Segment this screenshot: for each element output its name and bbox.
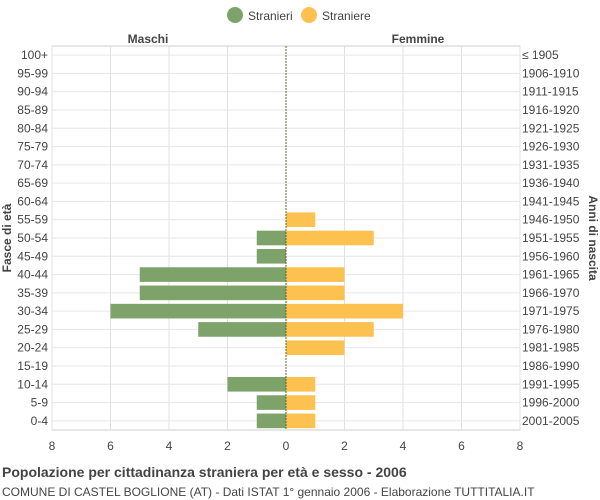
- birth-year-label: 1906-1910: [522, 66, 580, 80]
- age-group-label: 75-79: [17, 140, 48, 154]
- x-tick-label: 2: [224, 439, 231, 453]
- bar-stranieri: [227, 376, 286, 392]
- age-group-label: 50-54: [17, 231, 48, 245]
- age-group-label: 100+: [21, 48, 48, 62]
- bar-straniere: [286, 267, 345, 282]
- age-group-label: 65-69: [17, 176, 48, 190]
- age-group-label: 20-24: [17, 341, 48, 355]
- birth-year-label: 1921-1925: [522, 121, 580, 135]
- age-group-label: 80-84: [17, 121, 48, 135]
- plot-area: 8 6 4 2 0 2 4 6 8 100+ ≤ 1905 95-99 1906-1910 90-94 19…: [17, 45, 580, 453]
- age-group-label: 25-29: [17, 322, 48, 336]
- legend-label-straniere: Straniere: [322, 9, 371, 23]
- age-group-label: 95-99: [17, 66, 48, 80]
- age-group-label: 85-89: [17, 103, 48, 117]
- bar-straniere: [286, 395, 316, 410]
- x-tick-label: 6: [458, 439, 465, 453]
- x-tick-label: 0: [283, 439, 290, 453]
- bar-stranieri: [110, 303, 286, 319]
- x-tick-label: 8: [49, 439, 56, 453]
- birth-year-label: ≤ 1905: [522, 48, 559, 62]
- bar-stranieri: [256, 248, 286, 264]
- birth-year-label: 1981-1985: [522, 341, 580, 355]
- bar-straniere: [286, 376, 316, 392]
- legend-swatch-straniere: [301, 7, 317, 23]
- bar-stranieri: [256, 413, 286, 429]
- age-group-label: 10-14: [17, 377, 48, 391]
- birth-year-label: 1936-1940: [522, 176, 580, 190]
- y-axis-label-right: Anni di nascita: [586, 195, 600, 281]
- birth-year-label: 1941-1945: [522, 194, 580, 208]
- birth-year-label: 1926-1930: [522, 140, 580, 154]
- bar-stranieri: [256, 395, 286, 410]
- age-group-label: 90-94: [17, 85, 48, 99]
- bar-stranieri: [198, 322, 286, 337]
- age-group-label: 35-39: [17, 286, 48, 300]
- birth-year-label: 2001-2005: [522, 414, 580, 428]
- bar-straniere: [286, 303, 403, 319]
- chart-subtitle: COMUNE DI CASTEL BOGLIONE (AT) - Dati IS…: [2, 485, 535, 499]
- birth-year-label: 1966-1970: [522, 286, 580, 300]
- bar-straniere: [286, 413, 316, 429]
- birth-year-label: 1971-1975: [522, 304, 580, 318]
- birth-year-label: 1986-1990: [522, 359, 580, 373]
- side-label-femmine: Femmine: [392, 32, 445, 46]
- age-group-label: 15-19: [17, 359, 48, 373]
- x-tick-label: 6: [107, 439, 114, 453]
- birth-year-label: 1931-1935: [522, 158, 580, 172]
- side-label-maschi: Maschi: [128, 32, 169, 46]
- legend-label-stranieri: Stranieri: [248, 9, 293, 23]
- bar-straniere: [286, 230, 374, 246]
- age-group-label: 45-49: [17, 249, 48, 263]
- birth-year-label: 1916-1920: [522, 103, 580, 117]
- population-pyramid-chart: Stranieri Straniere Maschi Femmine Fasce…: [0, 7, 600, 453]
- bar-stranieri: [139, 267, 286, 282]
- age-group-label: 0-4: [31, 414, 49, 428]
- birth-year-label: 1961-1965: [522, 268, 580, 282]
- bar-straniere: [286, 212, 316, 228]
- birth-year-label: 1951-1955: [522, 231, 580, 245]
- y-axis-label-left: Fasce di età: [0, 203, 14, 272]
- age-group-label: 30-34: [17, 304, 48, 318]
- x-tick-label: 8: [517, 439, 524, 453]
- birth-year-label: 1946-1950: [522, 213, 580, 227]
- bar-stranieri: [256, 230, 286, 246]
- age-group-label: 40-44: [17, 268, 48, 282]
- age-group-label: 55-59: [17, 213, 48, 227]
- birth-year-label: 1991-1995: [522, 377, 580, 391]
- chart-title: Popolazione per cittadinanza straniera p…: [2, 464, 407, 480]
- age-group-label: 70-74: [17, 158, 48, 172]
- bar-straniere: [286, 340, 345, 356]
- x-tick-label: 4: [400, 439, 407, 453]
- birth-year-label: 1976-1980: [522, 322, 580, 336]
- legend: Stranieri Straniere: [227, 7, 371, 23]
- birth-year-label: 1996-2000: [522, 396, 580, 410]
- x-tick-label: 4: [166, 439, 173, 453]
- age-group-label: 60-64: [17, 194, 48, 208]
- birth-year-label: 1956-1960: [522, 249, 580, 263]
- bar-straniere: [286, 322, 374, 337]
- bar-stranieri: [139, 285, 286, 301]
- legend-swatch-stranieri: [227, 7, 243, 23]
- bar-straniere: [286, 285, 345, 301]
- age-group-label: 5-9: [31, 396, 49, 410]
- x-tick-label: 2: [341, 439, 348, 453]
- birth-year-label: 1911-1915: [522, 85, 579, 99]
